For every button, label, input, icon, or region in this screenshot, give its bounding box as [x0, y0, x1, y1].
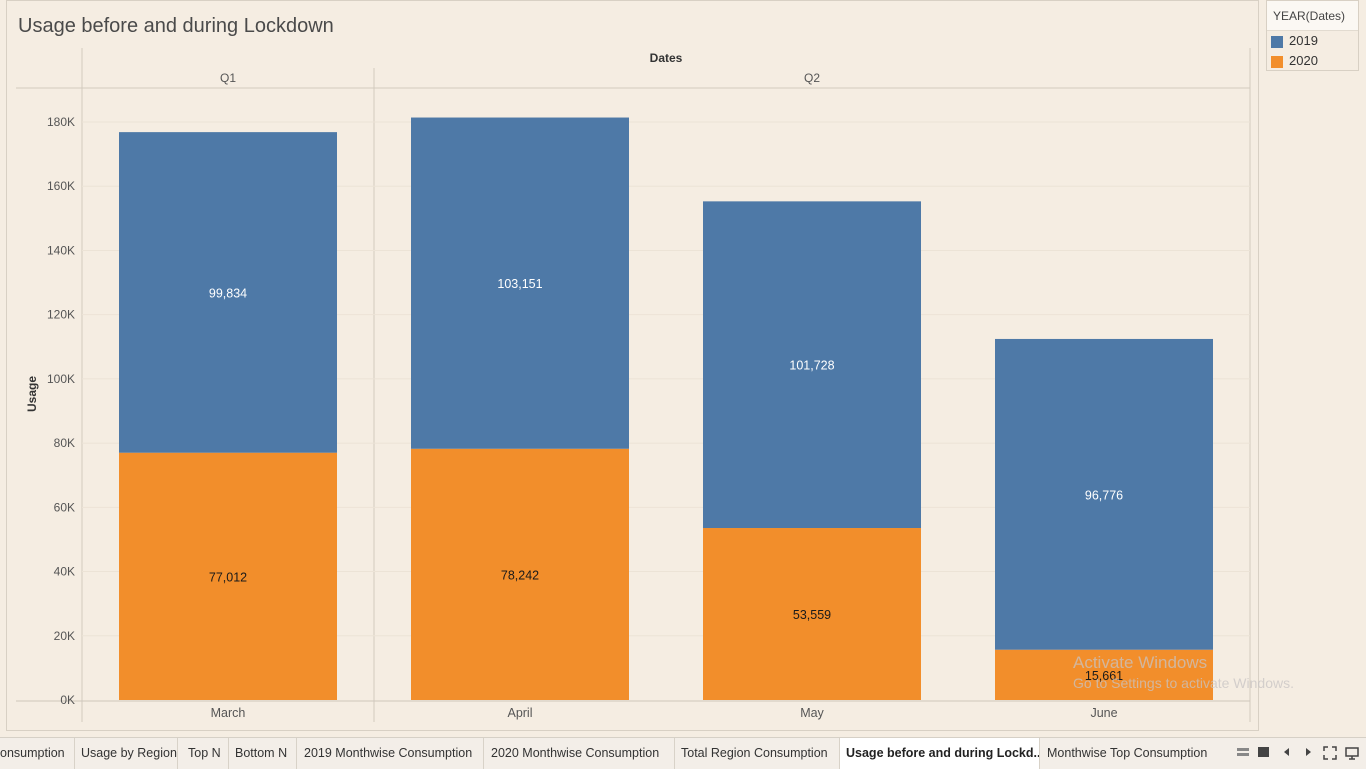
- x-axis-title: Dates: [650, 51, 683, 65]
- legend-item-2020[interactable]: 2020: [1271, 53, 1318, 71]
- y-tick-label: 40K: [54, 565, 75, 579]
- data-label-2020-april: 78,242: [501, 568, 539, 582]
- y-tick-label: 140K: [47, 243, 75, 257]
- y-axis-title: Usage: [25, 376, 39, 412]
- y-tick-label: 120K: [47, 308, 75, 322]
- tab-2020-monthwise-consumption[interactable]: 2020 Monthwise Consumption: [485, 738, 675, 769]
- y-tick-label: 160K: [47, 179, 75, 193]
- sheet-sorter-icon[interactable]: [1235, 746, 1251, 762]
- data-label-2020-june: 15,661: [1085, 669, 1123, 683]
- legend-item-2019[interactable]: 2019: [1271, 33, 1318, 51]
- y-tick-label: 0K: [60, 693, 75, 707]
- activate-windows-watermark: Activate Windows Go to Settings to activ…: [1073, 653, 1294, 691]
- watermark-line-1: Activate Windows: [1073, 653, 1208, 672]
- prev-sheet-icon[interactable]: [1279, 746, 1295, 762]
- bar-2019-june: [995, 338, 1213, 650]
- tab-usage-before-during-lockdown[interactable]: Usage before and during Lockd...: [840, 738, 1040, 769]
- bar-2019-april: [411, 117, 629, 449]
- legend-label-2019: 2019: [1289, 33, 1318, 48]
- bar-2019-may: [703, 201, 921, 529]
- x-tick-label-april: April: [507, 706, 532, 720]
- fit-icon[interactable]: [1322, 746, 1338, 762]
- presentation-icon[interactable]: [1344, 746, 1360, 762]
- y-tick-label: 80K: [54, 436, 75, 450]
- legend[interactable]: YEAR(Dates) 2019 2020: [1266, 0, 1359, 71]
- tab-total-region-consumption[interactable]: Total Region Consumption: [675, 738, 840, 769]
- quarter-label-q1: Q1: [220, 71, 236, 85]
- bar-2020-may: [703, 528, 921, 700]
- bar-2019-march: [119, 132, 337, 453]
- filmstrip-icon[interactable]: [1256, 746, 1272, 762]
- data-label-2019-may: 101,728: [789, 359, 834, 373]
- data-label-2020-may: 53,559: [793, 608, 831, 622]
- stacked-bar-chart: Dates Q1 Q2 Usage 0K 20K 40K 60K 80K 100K 120K 140K…: [16, 48, 1251, 722]
- data-label-2019-april: 103,151: [497, 277, 542, 291]
- bar-2020-march: [119, 452, 337, 700]
- tab-monthwise-top-consumption[interactable]: Monthwise Top Consumption: [1047, 746, 1208, 760]
- watermark-line-2: Go to Settings to activate Windows.: [1073, 675, 1294, 691]
- quarter-label-q2: Q2: [804, 71, 820, 85]
- legend-swatch-2019: [1271, 35, 1283, 48]
- y-tick-label: 20K: [54, 629, 75, 643]
- x-tick-label-june: June: [1090, 706, 1117, 720]
- chart-title: Usage before and during Lockdown: [18, 15, 334, 37]
- tab-bottom-n[interactable]: Bottom N: [229, 738, 297, 769]
- data-label-2019-june: 96,776: [1085, 488, 1123, 502]
- bar-2020-april: [411, 448, 629, 700]
- data-label-2020-march: 77,012: [209, 570, 247, 584]
- legend-swatch-2020: [1271, 55, 1283, 68]
- x-tick-label-march: March: [211, 706, 246, 720]
- next-sheet-icon[interactable]: [1300, 746, 1316, 762]
- y-tick-label: 100K: [47, 372, 75, 386]
- data-label-2019-march: 99,834: [209, 286, 247, 300]
- tab-usage-by-region[interactable]: Usage by Region: [75, 738, 178, 769]
- tab-consumption[interactable]: onsumption: [0, 738, 75, 769]
- bar-2020-june: [995, 649, 1213, 700]
- legend-label-2020: 2020: [1289, 53, 1318, 68]
- tab-top-n[interactable]: Top N: [182, 738, 229, 769]
- sheet-tab-bar: onsumption Usage by Region Top N Bottom …: [0, 737, 1366, 769]
- tab-2019-monthwise-consumption[interactable]: 2019 Monthwise Consumption: [298, 738, 484, 769]
- legend-title: YEAR(Dates): [1267, 1, 1358, 31]
- x-tick-label-may: May: [800, 706, 824, 720]
- y-tick-label: 180K: [47, 115, 75, 129]
- y-tick-label: 60K: [54, 500, 75, 514]
